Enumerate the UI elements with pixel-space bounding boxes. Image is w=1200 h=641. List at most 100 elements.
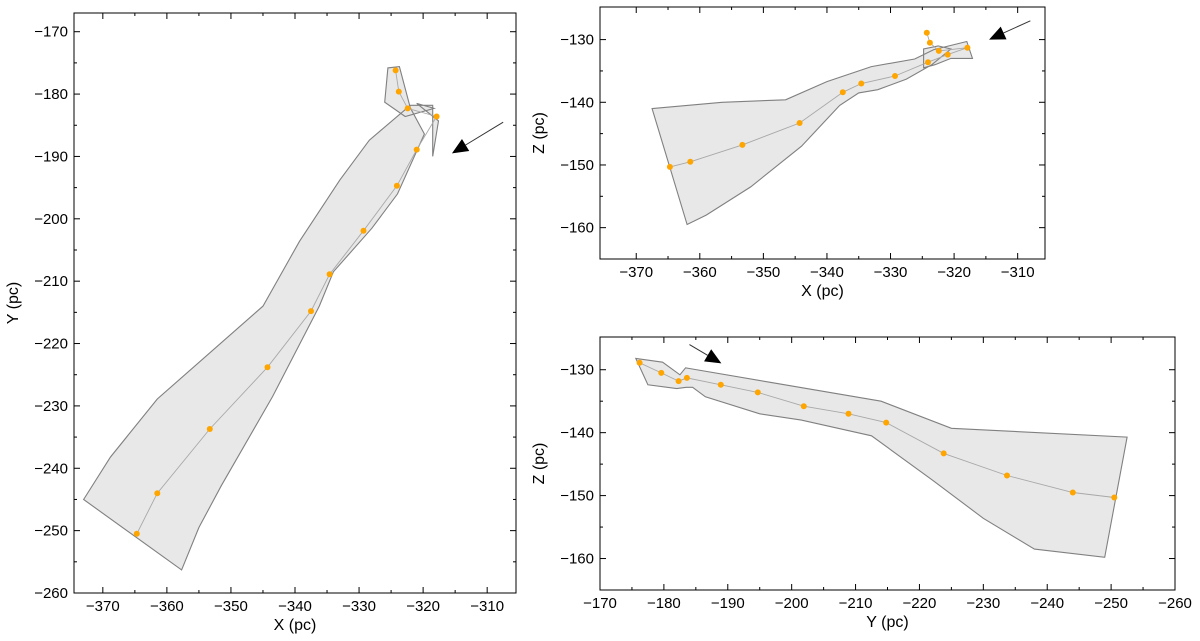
x-tick-label: −340 [810, 264, 844, 281]
y-tick-label: −160 [560, 220, 594, 237]
data-point [923, 29, 930, 36]
x-tick-label: −310 [1001, 264, 1035, 281]
data-point [666, 163, 673, 170]
x-tick-label: −220 [903, 595, 937, 612]
x-tick-label: −340 [278, 598, 312, 615]
plot-frame-xz [599, 6, 1046, 260]
x-axis-label: X (pc) [801, 283, 844, 300]
direction-arrow-shaft [689, 344, 708, 356]
data-point [433, 113, 440, 120]
data-point [796, 120, 803, 126]
data-point [206, 426, 213, 432]
y-tick-label: −130 [560, 362, 594, 379]
data-point [413, 146, 420, 153]
x-tick-label: −180 [647, 595, 681, 612]
x-tick-label: −210 [839, 595, 873, 612]
x-tick-label: −320 [406, 598, 440, 615]
direction-arrow-head [451, 139, 470, 154]
y-tick-label: −240 [34, 460, 68, 477]
y-axis-label: Z (pc) [531, 112, 548, 154]
x-tick-label: −230 [966, 595, 1000, 612]
x-tick-label: −370 [619, 264, 653, 281]
data-point [858, 80, 865, 87]
x-tick-label: −320 [937, 264, 971, 281]
y-tick-label: −190 [34, 148, 68, 165]
y-tick-label: −210 [34, 273, 68, 290]
y-tick-label: −250 [34, 523, 68, 540]
y-tick-label: −140 [560, 94, 594, 111]
data-point [926, 39, 933, 46]
direction-arrow-head [989, 26, 1007, 40]
data-point [154, 490, 161, 497]
y-tick-label: −220 [34, 336, 68, 353]
data-point [395, 88, 402, 95]
x-tick-label: −370 [86, 598, 120, 615]
y-tick-label: −150 [560, 157, 594, 174]
data-point [940, 450, 947, 457]
data-point [845, 410, 852, 417]
y-tick-label: −140 [560, 425, 594, 442]
x-tick-label: −200 [775, 595, 809, 612]
data-point [944, 51, 951, 58]
y-tick-label: −130 [560, 32, 594, 49]
data-point [800, 403, 807, 410]
x-tick-label: −310 [470, 598, 504, 615]
data-point [1069, 489, 1076, 496]
data-point [892, 73, 898, 79]
x-tick-label: −170 [583, 595, 617, 612]
data-point [883, 419, 890, 426]
envelope-xy [82, 66, 440, 571]
data-point [264, 364, 271, 371]
data-point [964, 44, 971, 51]
y-tick-label: −170 [34, 24, 68, 41]
y-tick-label: −180 [34, 86, 68, 103]
y-tick-label: −260 [34, 585, 68, 602]
x-tick-label: −330 [874, 264, 908, 281]
data-point [308, 308, 314, 315]
y-tick-label: −150 [560, 488, 594, 505]
data-point [636, 359, 643, 366]
data-point [754, 389, 761, 396]
y-tick-label: −230 [34, 398, 68, 415]
panel-xz: −370 −360 −350 −340 −330 −320 −310 −130 −140 −150… [531, 6, 1046, 300]
data-point [739, 141, 746, 148]
x-tick-label: −360 [150, 598, 184, 615]
x-axis-label: Y (pc) [866, 614, 908, 631]
data-point [392, 67, 399, 74]
data-point [839, 89, 846, 96]
data-point [393, 182, 400, 189]
envelope-yz [634, 357, 1128, 558]
direction-arrow-shaft [465, 121, 504, 146]
x-tick-label: −330 [342, 598, 376, 615]
x-tick-label: −190 [711, 595, 745, 612]
data-point [687, 158, 694, 165]
x-tick-label: −260 [1158, 595, 1192, 612]
data-point [360, 227, 367, 234]
data-point [925, 59, 931, 66]
panel-xy: −370 −360 −350 −340 −330 −320 −310 −170 −180 −190… [5, 12, 517, 634]
y-tick-label: −160 [560, 551, 594, 568]
x-tick-label: −250 [1094, 595, 1128, 612]
x-tick-label: −240 [1030, 595, 1064, 612]
data-point [683, 374, 690, 381]
data-point [1111, 494, 1118, 501]
direction-arrow-shaft [1003, 20, 1031, 34]
data-point [326, 271, 333, 278]
x-tick-label: −350 [214, 598, 248, 615]
data-point [675, 378, 682, 385]
envelope-xz [651, 40, 974, 226]
data-point [935, 47, 942, 54]
data-point [133, 530, 140, 537]
data-point [717, 381, 724, 388]
data-point [658, 369, 665, 376]
direction-arrow-head [704, 349, 722, 364]
x-tick-label: −360 [683, 264, 717, 281]
x-tick-label: −350 [746, 264, 780, 281]
x-axis-label: X (pc) [274, 617, 317, 634]
y-tick-label: −200 [34, 211, 68, 228]
data-point [1004, 472, 1010, 479]
panel-yz: −170 −180 −190 −200 −210 −220 −230 −240 −250 −260… [531, 336, 1192, 631]
y-axis-label: Z (pc) [531, 443, 548, 485]
y-axis-label: Y (pc) [5, 282, 22, 324]
